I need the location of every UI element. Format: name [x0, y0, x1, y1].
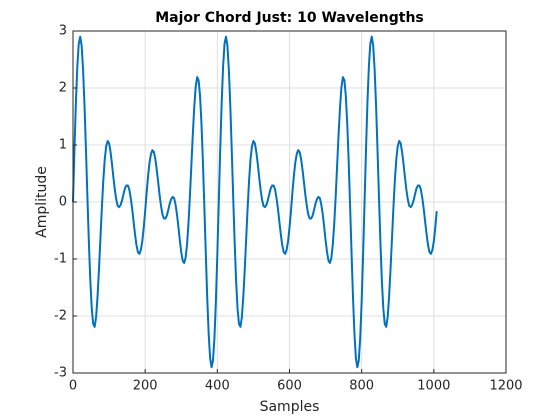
x-tick-label: 600 — [277, 379, 302, 394]
data-line — [72, 35, 438, 369]
x-tick-label: 0 — [69, 379, 77, 394]
x-tick-label: 400 — [205, 379, 230, 394]
x-tick-label: 1200 — [489, 379, 522, 394]
ticks: 0 200 400 600 800 1000 1200 -3 -2 -1 0 1 2 3 — [54, 24, 523, 394]
chart-title: Major Chord Just: 10 Wavelengths — [155, 10, 424, 26]
x-tick-label: 800 — [349, 379, 374, 394]
y-tick-label: 1 — [59, 138, 67, 153]
x-tick-label: 1000 — [417, 379, 450, 394]
y-tick-label: -1 — [54, 252, 67, 267]
x-axis-label: Samples — [260, 399, 320, 415]
y-axis-label: Amplitude — [34, 166, 50, 238]
x-tick-label: 200 — [133, 379, 158, 394]
y-tick-label: 0 — [59, 195, 67, 210]
y-tick-label: 3 — [59, 24, 67, 39]
y-tick-label: -3 — [54, 366, 67, 381]
y-tick-label: 2 — [59, 81, 67, 96]
lines — [72, 35, 438, 369]
y-tick-label: -2 — [54, 309, 67, 324]
